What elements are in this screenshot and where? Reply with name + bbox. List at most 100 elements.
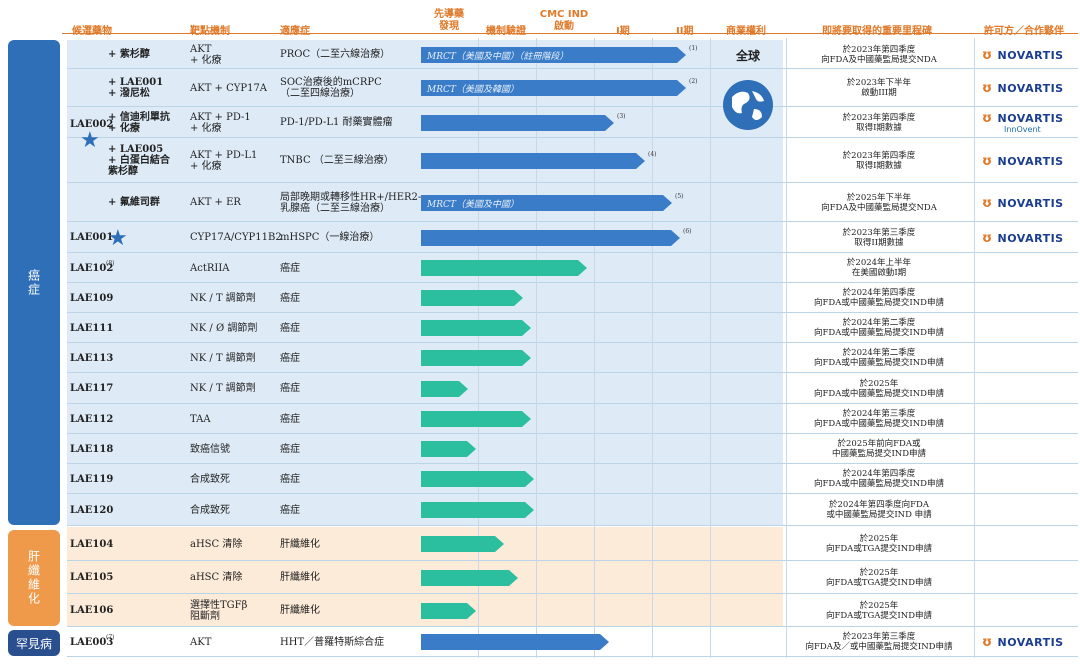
partner-name: NOVARTIS bbox=[997, 231, 1064, 245]
progress-bar bbox=[421, 471, 534, 487]
bar-label: MRCT（美國及中國）（註冊階段） bbox=[427, 51, 569, 62]
category-cancer: 癌症 bbox=[8, 40, 60, 525]
novartis-flame-icon: ʊ bbox=[982, 195, 993, 211]
group-lae002-name: LAE002 bbox=[70, 119, 114, 130]
milestone-text: 於2025年 向FDA或TGA提交IND申請 bbox=[825, 567, 933, 588]
mechanism: ActRIIA bbox=[190, 262, 230, 274]
bar-footnote: (4) bbox=[648, 150, 657, 158]
progress-bar bbox=[421, 502, 534, 518]
row-divider bbox=[67, 433, 1078, 434]
indication: 癌症 bbox=[280, 292, 300, 304]
grid-line bbox=[478, 38, 479, 658]
milestone-text: 於2024年第四季度向FDA 或中國藥監局提交IND 申請 bbox=[826, 500, 932, 520]
mechanism: AKT + ER bbox=[190, 197, 241, 208]
drug-name: LAE119 bbox=[70, 473, 114, 485]
drug-name: LAE105 bbox=[70, 572, 114, 583]
drug-name: LAE120 bbox=[70, 504, 114, 516]
indication: 癌症 bbox=[280, 473, 300, 485]
milestone-text: 於2024年第二季度 向FDA或中國藥監局提交IND申請 bbox=[814, 318, 944, 338]
partner-logo: ʊ NOVARTIS bbox=[982, 81, 1078, 96]
header-partner: 許可方／合作夥伴 bbox=[984, 26, 1064, 37]
drug-name: LAE117 bbox=[70, 383, 114, 394]
footnote-marker: (7) bbox=[106, 634, 115, 641]
mechanism: aHSC 清除 bbox=[190, 538, 243, 550]
row-divider bbox=[67, 68, 1078, 69]
partner-name: NOVARTIS bbox=[997, 636, 1064, 649]
mechanism: aHSC 清除 bbox=[190, 572, 243, 583]
footnote-marker: (8) bbox=[106, 260, 115, 267]
indication: mHSPC（一線治療） bbox=[280, 232, 380, 243]
mechanism: NK / T 調節劑 bbox=[190, 383, 256, 394]
star-icon: ★ bbox=[80, 128, 100, 153]
grid-line bbox=[652, 38, 653, 658]
star-icon: ★ bbox=[108, 226, 128, 251]
milestone-text: 於2024年上半年 在美國啟動I期 bbox=[846, 258, 912, 278]
milestone-text: 於2024年第四季度 向FDA或中國藥監局提交IND申請 bbox=[814, 288, 944, 308]
progress-bar bbox=[421, 602, 476, 619]
partner-name: NOVARTIS bbox=[997, 154, 1064, 168]
row-divider bbox=[67, 626, 1078, 627]
indication: 肝纖維化 bbox=[280, 572, 320, 583]
grid-line bbox=[786, 38, 787, 658]
progress-bar bbox=[421, 380, 468, 397]
novartis-flame-icon: ʊ bbox=[982, 81, 993, 96]
drug-name: LAE112 bbox=[70, 413, 114, 425]
milestone-text: 於2025年 向FDA或中國藥監局提交IND申請 bbox=[814, 378, 944, 399]
novartis-flame-icon: ʊ bbox=[982, 153, 993, 169]
milestone-text: 於2023年第四季度 向FDA及中國藥監局提交NDA bbox=[821, 44, 937, 65]
novartis-flame-icon: ʊ bbox=[982, 47, 993, 63]
header-phase1: I期 bbox=[616, 26, 630, 37]
drug-name: LAE106 bbox=[70, 605, 114, 616]
row-divider bbox=[67, 342, 1078, 343]
milestone-text: 於2023年第三季度 向FDA及／或中國藥監局提交IND申請 bbox=[805, 632, 953, 652]
rights-global: 全球 bbox=[736, 49, 761, 63]
mechanism: 選擇性TGFβ 阻斷劑 bbox=[190, 599, 248, 622]
header-divider bbox=[62, 33, 1078, 34]
progress-bar bbox=[421, 290, 523, 306]
partner-name: NOVARTIS bbox=[997, 48, 1064, 62]
indication: 肝纖維化 bbox=[280, 538, 320, 550]
row-divider bbox=[67, 137, 1078, 138]
indication: PROC（二至六線治療） bbox=[280, 49, 391, 60]
header-cmc: CMC IND 啟動 bbox=[539, 9, 589, 32]
milestone-text: 於2025年 向FDA或TGA提交IND申請 bbox=[825, 534, 933, 554]
mechanism: AKT + 化療 bbox=[190, 43, 222, 66]
indication: 癌症 bbox=[280, 262, 300, 274]
row-divider bbox=[67, 656, 1078, 657]
row-divider bbox=[67, 560, 1078, 561]
indication: 癌症 bbox=[280, 383, 300, 394]
partner-logo: ʊ NOVARTIS bbox=[982, 111, 1078, 126]
bar-label: MRCT（美國及中國） bbox=[427, 199, 519, 210]
indication: SOC治療後的mCRPC （二至四線治療） bbox=[280, 77, 382, 99]
bar-footnote: (5) bbox=[675, 192, 684, 200]
drug-name: LAE118 bbox=[70, 443, 114, 455]
partner-innovent-logo: InnOvent bbox=[1004, 125, 1041, 134]
category-liver-fibrosis: 肝纖維化 bbox=[8, 530, 60, 626]
category-rare-disease: 罕見病 bbox=[8, 630, 60, 656]
milestone-text: 於2025年下半年 向FDA及中國藥監局提交NDA bbox=[821, 192, 937, 213]
grid-line bbox=[710, 38, 711, 658]
row-divider bbox=[67, 182, 1078, 183]
partner-logo: ʊ NOVARTIS bbox=[982, 635, 1078, 650]
mechanism: AKT + PD-L1 + 化療 bbox=[190, 149, 258, 172]
progress-bar bbox=[421, 441, 476, 457]
indication: PD-1/PD-L1 耐藥實體瘤 bbox=[280, 117, 393, 128]
mechanism: 合成致死 bbox=[190, 504, 230, 516]
milestone-text: 於2025年 向FDA或TGA提交IND申請 bbox=[825, 600, 933, 621]
globe-icon bbox=[723, 80, 773, 130]
indication: 癌症 bbox=[280, 504, 300, 516]
novartis-flame-icon: ʊ bbox=[982, 111, 993, 126]
row-divider bbox=[67, 312, 1078, 313]
header-discovery: 先導藥 發現 bbox=[434, 9, 464, 32]
row-divider bbox=[67, 525, 1078, 526]
mechanism: AKT bbox=[190, 636, 212, 648]
header-phase2: II期 bbox=[676, 26, 694, 37]
drug-name: LAE104 bbox=[70, 538, 114, 550]
mechanism: 合成致死 bbox=[190, 473, 230, 485]
partner-name: NOVARTIS bbox=[997, 112, 1064, 125]
progress-bar bbox=[421, 634, 609, 650]
row-divider bbox=[67, 282, 1078, 283]
row-divider bbox=[67, 106, 1078, 107]
partner-logo: ʊ NOVARTIS bbox=[982, 231, 1078, 246]
row-divider bbox=[67, 372, 1078, 373]
